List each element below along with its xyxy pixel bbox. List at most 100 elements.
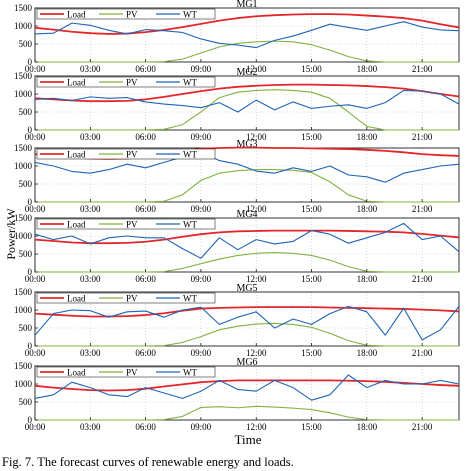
x-tick-label: 03:00 xyxy=(80,132,101,142)
x-tick-label: 15:00 xyxy=(301,64,322,74)
x-tick-label: 15:00 xyxy=(301,204,322,214)
y-tick-label: 1000 xyxy=(14,379,33,389)
x-tick-label: 09:00 xyxy=(191,132,212,142)
x-tick-label: 18:00 xyxy=(357,132,378,142)
panel-title: MG4 xyxy=(236,209,257,220)
y-tick-label: 0 xyxy=(28,57,33,67)
chart-panel-5: 0 500 1000 1500 00:00 03:00 06:00 09:00 12:00 15:… xyxy=(14,283,460,358)
series-line-load xyxy=(34,229,460,245)
x-tick-label: 09:00 xyxy=(191,422,212,432)
x-tick-label: 00:00 xyxy=(25,274,46,284)
x-tick-label: 06:00 xyxy=(135,132,156,142)
x-tick-label: 18:00 xyxy=(357,348,378,358)
series-line-load xyxy=(34,306,460,318)
y-tick-label: 1000 xyxy=(14,161,33,171)
series-line-wt xyxy=(34,89,460,113)
series-line-wt xyxy=(34,21,460,49)
legend-label-pv: PV xyxy=(126,220,138,230)
y-tick-label: 1500 xyxy=(14,3,33,13)
series-line-pv xyxy=(35,405,459,421)
series-line-pv xyxy=(35,322,459,347)
chart-panel-4: 0 500 1000 1500 00:00 03:00 06:00 09:00 12:00 15:… xyxy=(14,209,460,284)
x-tick-label: 15:00 xyxy=(301,348,322,358)
x-tick-label: 15:00 xyxy=(301,274,322,284)
panel-title: MG3 xyxy=(236,139,257,150)
legend-label-load: Load xyxy=(67,10,86,20)
legend-label-wt: WT xyxy=(183,10,197,20)
panel-title: MG6 xyxy=(236,357,257,368)
legend: Load PV WT xyxy=(36,148,216,160)
x-tick-label: 09:00 xyxy=(191,274,212,284)
x-tick-label: 03:00 xyxy=(80,64,101,74)
legend-label-wt: WT xyxy=(183,368,197,378)
x-tick-label: 18:00 xyxy=(357,274,378,284)
legend-label-load: Load xyxy=(67,150,86,160)
legend-box xyxy=(36,148,216,160)
chart-panel-3: 0 500 1000 1500 00:00 03:00 06:00 09:00 12:00 15:… xyxy=(14,139,460,214)
x-tick-label: 21:00 xyxy=(412,132,433,142)
legend: Load PV WT xyxy=(36,76,216,88)
plot-frame xyxy=(34,75,460,131)
x-tick-label: 21:00 xyxy=(412,348,433,358)
legend-label-pv: PV xyxy=(126,368,138,378)
y-tick-label: 500 xyxy=(19,39,33,49)
legend-label-pv: PV xyxy=(126,294,138,304)
x-tick-label: 12:00 xyxy=(246,348,267,358)
x-tick-label: 15:00 xyxy=(301,422,322,432)
x-tick-label: 00:00 xyxy=(25,348,46,358)
plot-frame xyxy=(34,7,460,63)
series-line-wt xyxy=(34,374,460,401)
x-tick-label: 18:00 xyxy=(357,204,378,214)
x-tick-label: 18:00 xyxy=(357,422,378,432)
y-tick-label: 1500 xyxy=(14,213,33,223)
y-tick-label: 500 xyxy=(19,397,33,407)
y-axis-label: Power/kW xyxy=(4,208,18,260)
y-tick-label: 0 xyxy=(28,197,33,207)
y-tick-label: 1500 xyxy=(14,143,33,153)
x-tick-label: 21:00 xyxy=(412,422,433,432)
y-tick-label: 500 xyxy=(19,179,33,189)
series-line-load xyxy=(34,13,460,35)
series-line-pv xyxy=(35,40,459,63)
x-tick-label: 00:00 xyxy=(25,422,46,432)
legend-label-wt: WT xyxy=(183,294,197,304)
x-tick-label: 00:00 xyxy=(25,64,46,74)
legend: Load PV WT xyxy=(36,218,216,230)
x-tick-label: 06:00 xyxy=(135,204,156,214)
legend-label-load: Load xyxy=(67,294,86,304)
x-tick-label: 00:00 xyxy=(25,204,46,214)
panel-title: MG1 xyxy=(236,0,257,10)
legend-box xyxy=(36,366,216,378)
legend-label-pv: PV xyxy=(126,78,138,88)
legend-label-load: Load xyxy=(67,78,86,88)
legend-label-load: Load xyxy=(67,220,86,230)
x-tick-label: 09:00 xyxy=(191,204,212,214)
series-line-wt xyxy=(34,151,460,183)
series-line-load xyxy=(34,83,460,103)
legend-box xyxy=(36,218,216,230)
series-line-pv xyxy=(35,169,459,203)
y-tick-label: 1000 xyxy=(14,21,33,31)
x-tick-label: 00:00 xyxy=(25,132,46,142)
y-tick-label: 0 xyxy=(28,267,33,277)
y-tick-label: 1500 xyxy=(14,71,33,81)
legend-label-wt: WT xyxy=(183,150,197,160)
chart-panel-1: 0 500 1000 1500 00:00 03:00 06:00 09:00 12:00 15:… xyxy=(14,0,460,74)
legend-label-pv: PV xyxy=(126,150,138,160)
y-tick-label: 0 xyxy=(28,125,33,135)
x-tick-label: 03:00 xyxy=(80,274,101,284)
x-tick-label: 18:00 xyxy=(357,64,378,74)
x-tick-label: 09:00 xyxy=(191,348,212,358)
x-tick-label: 03:00 xyxy=(80,348,101,358)
x-tick-label: 12:00 xyxy=(246,132,267,142)
legend-box xyxy=(36,76,216,88)
plot-frame xyxy=(34,291,460,347)
y-tick-label: 500 xyxy=(19,249,33,259)
y-tick-label: 500 xyxy=(19,107,33,117)
figure-caption: Fig. 7. The forecast curves of renewable… xyxy=(2,455,294,469)
x-tick-label: 12:00 xyxy=(246,64,267,74)
y-tick-label: 500 xyxy=(19,323,33,333)
y-tick-label: 0 xyxy=(28,415,33,425)
plot-frame xyxy=(34,217,460,273)
